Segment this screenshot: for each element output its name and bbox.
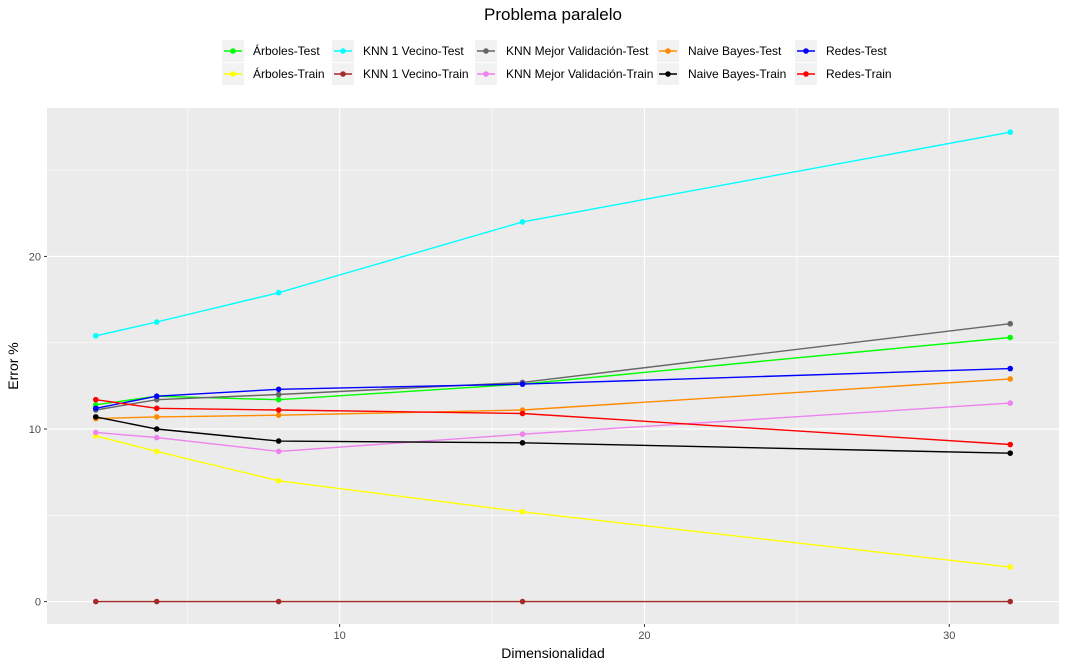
legend-item: KNN 1 Vecino-Test xyxy=(332,40,464,62)
legend-label: Naive Bayes-Test xyxy=(688,44,782,58)
legend-item: KNN Mejor Validación-Test xyxy=(475,40,649,62)
y-tick-label: 20 xyxy=(29,251,41,263)
data-point-7-3 xyxy=(519,439,526,446)
data-point-2-0 xyxy=(92,332,99,339)
legend-item: Naive Bayes-Train xyxy=(657,63,786,85)
legend-label: KNN 1 Vecino-Train xyxy=(363,67,469,81)
legend-label: Redes-Train xyxy=(826,67,892,81)
data-point-0-2 xyxy=(275,396,282,403)
legend-item: Redes-Train xyxy=(795,63,892,85)
data-point-8-0 xyxy=(92,405,99,412)
x-tick-label: 30 xyxy=(943,630,955,642)
data-point-3-2 xyxy=(275,598,282,605)
data-point-8-1 xyxy=(153,393,160,400)
legend-item: Naive Bayes-Test xyxy=(657,40,782,62)
legend-key-point xyxy=(803,48,809,54)
data-point-5-0 xyxy=(92,429,99,436)
plot-panel xyxy=(47,108,1059,624)
data-point-1-3 xyxy=(519,509,526,515)
data-point-8-4 xyxy=(1007,365,1014,372)
data-point-0-4 xyxy=(1007,334,1014,341)
data-point-4-4 xyxy=(1007,320,1014,327)
data-point-9-2 xyxy=(275,407,282,413)
y-tick-label: 0 xyxy=(35,597,41,609)
legend-item: Árboles-Test xyxy=(222,40,320,62)
legend-key-point xyxy=(665,71,671,77)
data-point-2-1 xyxy=(153,319,160,325)
data-point-9-0 xyxy=(92,396,99,403)
legend-label: Naive Bayes-Train xyxy=(688,67,786,81)
x-tick-label: 20 xyxy=(638,630,650,642)
data-point-5-1 xyxy=(153,434,160,441)
data-point-2-2 xyxy=(275,289,282,296)
y-axis-title: Error % xyxy=(5,342,21,389)
data-point-2-3 xyxy=(519,219,526,225)
y-tick-label: 10 xyxy=(29,424,41,436)
data-point-5-2 xyxy=(275,448,282,455)
x-axis-title: Dimensionalidad xyxy=(501,645,605,661)
legend-item: KNN 1 Vecino-Train xyxy=(332,63,469,85)
data-point-4-2 xyxy=(275,391,282,398)
data-point-3-3 xyxy=(519,598,526,605)
legend-key-point xyxy=(340,48,346,54)
legend-key-point xyxy=(230,48,236,54)
series-layer xyxy=(92,129,1014,605)
x-tick-label: 10 xyxy=(334,630,346,642)
legend-key-point xyxy=(483,71,489,77)
y-axis: 0 10 20 xyxy=(29,251,47,609)
data-point-7-1 xyxy=(153,426,160,432)
legend-label: KNN 1 Vecino-Test xyxy=(363,44,464,58)
data-point-7-2 xyxy=(275,438,282,444)
data-point-9-3 xyxy=(519,410,526,417)
data-point-9-4 xyxy=(1007,441,1014,448)
x-axis: 10 20 30 xyxy=(334,624,955,642)
legend-item: KNN Mejor Validación-Train xyxy=(475,63,653,85)
legend-label: Redes-Test xyxy=(826,44,887,58)
data-point-5-4 xyxy=(1007,400,1014,406)
data-point-6-2 xyxy=(275,412,282,418)
data-point-2-4 xyxy=(1007,129,1014,135)
data-point-7-0 xyxy=(92,414,99,420)
data-point-6-4 xyxy=(1007,376,1014,382)
legend-label: Árboles-Test xyxy=(253,43,320,58)
legend-key-point xyxy=(340,71,346,77)
legend: Árboles-Test Árboles-Train KNN 1 Vecino-Te… xyxy=(222,40,892,85)
data-point-1-1 xyxy=(153,448,160,455)
chart-title: Problema paralelo xyxy=(484,5,622,24)
data-point-6-1 xyxy=(153,414,160,420)
data-point-8-2 xyxy=(275,386,282,393)
data-point-8-3 xyxy=(519,381,526,387)
data-point-3-0 xyxy=(92,598,99,605)
legend-key-point xyxy=(483,48,489,54)
legend-label: Árboles-Train xyxy=(253,66,325,81)
data-point-9-1 xyxy=(153,405,160,412)
legend-key-point xyxy=(665,48,671,54)
legend-label: KNN Mejor Validación-Train xyxy=(506,67,653,81)
legend-item: Redes-Test xyxy=(795,40,887,62)
data-point-5-3 xyxy=(519,431,526,437)
legend-label: KNN Mejor Validación-Test xyxy=(506,44,649,58)
legend-key-point xyxy=(230,71,236,77)
legend-item: Árboles-Train xyxy=(222,63,325,85)
data-point-1-4 xyxy=(1007,564,1014,570)
legend-key-point xyxy=(803,71,809,77)
data-point-3-1 xyxy=(153,598,160,605)
data-point-1-2 xyxy=(275,477,282,484)
data-point-3-4 xyxy=(1007,598,1014,605)
data-point-7-4 xyxy=(1007,450,1014,456)
